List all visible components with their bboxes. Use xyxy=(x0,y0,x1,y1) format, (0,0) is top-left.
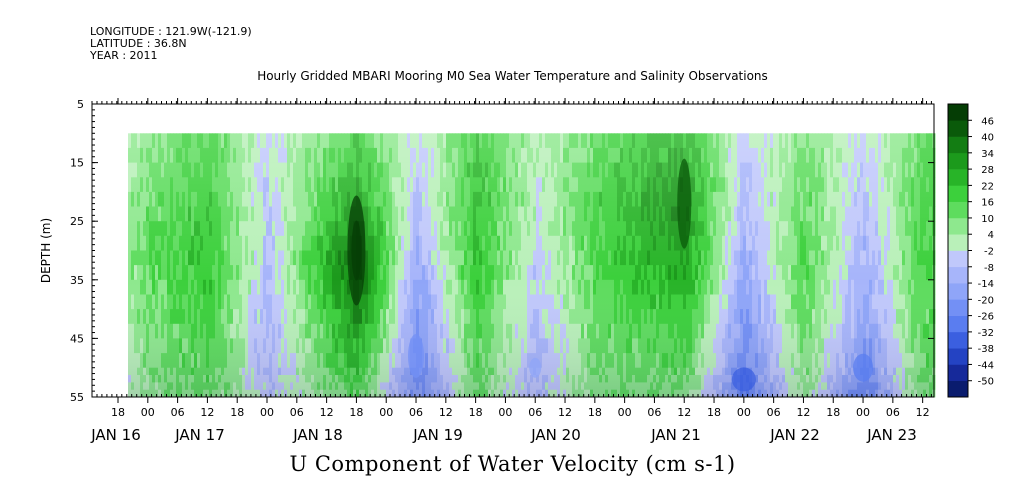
year-label: YEAR : 2011 xyxy=(90,49,158,62)
latitude-label: LATITUDE : 36.8N xyxy=(90,37,187,50)
longitude-label: LONGITUDE : 121.9W(-121.9) xyxy=(90,25,252,38)
chart-title: Hourly Gridded MBARI Mooring M0 Sea Wate… xyxy=(257,69,768,83)
